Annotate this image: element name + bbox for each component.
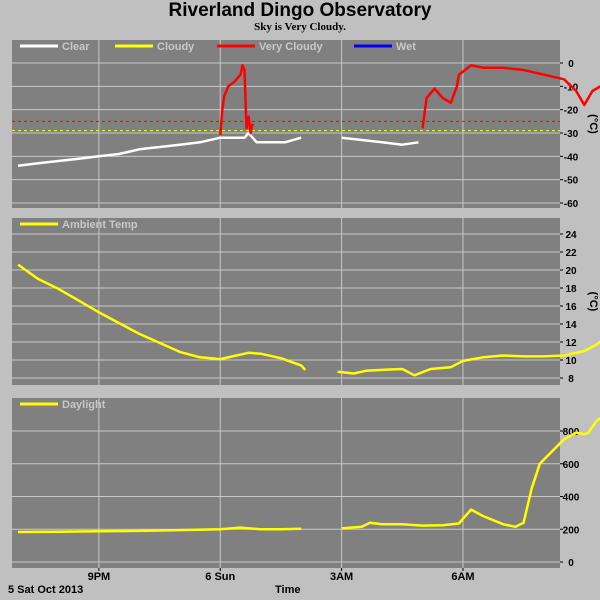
y-tick-label: 10 (565, 356, 577, 367)
legend-label: Daylight (62, 399, 106, 411)
y-tick-label: 600 (563, 460, 580, 471)
series-line (341, 416, 600, 530)
y-tick-label: -30 (564, 129, 579, 140)
y-tick-label: 20 (565, 266, 577, 277)
daylight-plot-area (12, 398, 560, 568)
time-axis-label: Time (275, 584, 301, 596)
series-line (17, 263, 307, 371)
legend-label: Cloudy (157, 41, 195, 53)
y-tick-label: 12 (565, 338, 577, 349)
sky-temp-plot-area (12, 40, 560, 208)
legend-label: Ambient Temp (62, 219, 138, 231)
y-tick-label: -50 (564, 176, 579, 187)
y-tick-label: 0 (568, 59, 574, 70)
y-tick-label: 14 (565, 320, 577, 331)
legend-label: Wet (396, 41, 416, 53)
y-tick-label: 22 (565, 248, 577, 259)
date-label: 5 Sat Oct 2013 (8, 584, 84, 596)
sky-temp-panel: 0-10-20-30-40-50-60(°C)Clear Cloudy Very C… (12, 40, 600, 210)
y-tick-label: -20 (564, 106, 579, 117)
series-line (219, 64, 254, 136)
legend-label: Clear (62, 41, 90, 53)
y-tick-label: 8 (568, 374, 574, 385)
x-tick-label: 6AM (451, 571, 474, 583)
y-unit-label: (°C) (587, 292, 599, 312)
sky-status: Sky is Very Cloudy. (254, 21, 346, 33)
y-tick-label: -60 (564, 199, 579, 210)
x-tick-label: 3AM (330, 571, 353, 583)
y-tick-label: -40 (564, 152, 579, 163)
y-tick-label: 16 (565, 302, 577, 313)
y-unit-label: (°C) (587, 114, 599, 134)
series-line (17, 131, 302, 167)
chart-title: Riverland Dingo Observatory (168, 0, 432, 21)
legend-label: Very Cloudy (259, 41, 323, 53)
series-line (337, 340, 600, 377)
series-line (421, 64, 600, 129)
ambient-temp-plot-area (12, 218, 560, 385)
x-tick-label: 9PM (88, 571, 111, 583)
ambient-temp-panel: 8 10 12 14 16 18 20 22 24 (°C) Ambient Temp (12, 218, 600, 385)
y-tick-label: 18 (565, 284, 577, 295)
series-line (17, 526, 302, 534)
series-line (341, 136, 419, 146)
y-tick-label: 0 (568, 558, 574, 569)
y-tick-label: 24 (565, 230, 577, 241)
daylight-panel: 0 200 400 600 800 Daylight (12, 398, 600, 569)
y-tick-label: 800 (563, 427, 580, 438)
x-tick-label: 6 Sun (205, 571, 235, 583)
y-tick-label: 400 (563, 493, 580, 504)
y-tick-label: 200 (563, 525, 580, 536)
